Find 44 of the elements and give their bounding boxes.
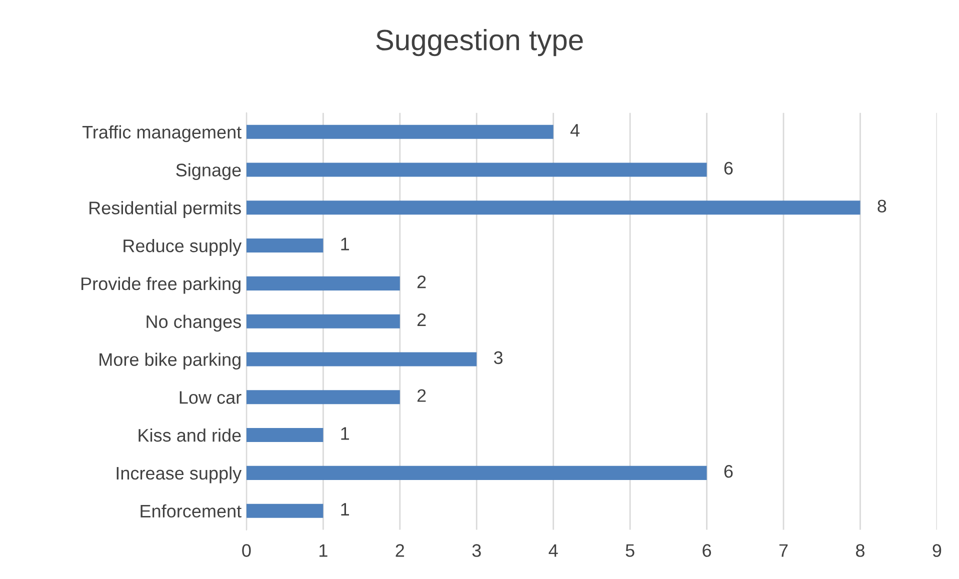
x-tick-label: 7 bbox=[779, 544, 788, 557]
data-label: 1 bbox=[341, 238, 350, 250]
bar bbox=[246, 124, 554, 139]
data-label: 1 bbox=[341, 503, 350, 516]
x-tick-label: 3 bbox=[472, 544, 481, 557]
bar bbox=[246, 238, 324, 253]
y-tick-label: Residential permits bbox=[90, 201, 241, 218]
bar bbox=[246, 504, 324, 518]
x-tick-label: 2 bbox=[396, 544, 404, 557]
y-tick-label: Traffic management bbox=[82, 125, 242, 142]
x-tick-label: 0 bbox=[242, 544, 251, 557]
x-tick-label: 9 bbox=[932, 544, 942, 557]
y-tick-label: Signage bbox=[176, 163, 241, 180]
bar bbox=[246, 428, 324, 442]
y-tick-label: Enforcement bbox=[140, 504, 242, 518]
y-tick-label: Increase supply bbox=[116, 466, 242, 484]
x-tick-label: 4 bbox=[548, 544, 558, 557]
y-tick-label: More bike parking bbox=[100, 352, 240, 370]
x-tick-label: 6 bbox=[702, 544, 712, 557]
data-label: 2 bbox=[417, 389, 426, 402]
x-tick-label: 1 bbox=[320, 544, 328, 557]
bar bbox=[246, 162, 707, 177]
data-label: 2 bbox=[417, 313, 426, 326]
bar bbox=[246, 390, 400, 404]
bar bbox=[246, 314, 400, 328]
data-label: 6 bbox=[724, 162, 733, 175]
data-label: 3 bbox=[494, 351, 503, 364]
y-tick-label: Low car bbox=[180, 391, 242, 404]
y-tick-label: Reduce supply bbox=[124, 239, 242, 256]
y-tick-label: Provide free parking bbox=[82, 276, 240, 294]
y-tick-label: Kiss and ride bbox=[138, 428, 241, 442]
bar bbox=[246, 200, 860, 215]
y-tick-label: No changes bbox=[146, 314, 241, 332]
bar bbox=[246, 352, 477, 366]
bar bbox=[246, 276, 400, 290]
bar bbox=[246, 466, 707, 480]
data-label: 1 bbox=[341, 427, 350, 440]
x-tick-label: 5 bbox=[626, 544, 634, 557]
chart-title: Suggestion type bbox=[376, 28, 583, 56]
data-label: 2 bbox=[417, 276, 426, 288]
x-tick-label: 8 bbox=[856, 544, 864, 557]
data-label: 8 bbox=[878, 200, 886, 212]
data-label: 6 bbox=[724, 465, 733, 478]
data-label: 4 bbox=[570, 124, 580, 137]
